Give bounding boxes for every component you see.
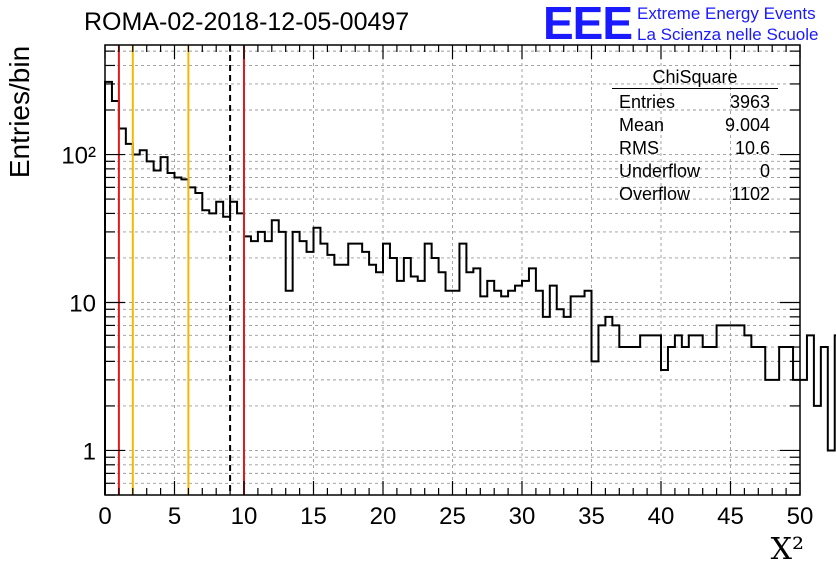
stats-row: Entries 3963	[612, 91, 778, 114]
x-axis-label: X²	[770, 532, 804, 567]
x-tick-label: 40	[648, 503, 675, 530]
stats-label: Entries	[619, 92, 676, 112]
x-tick-label: 45	[717, 503, 744, 530]
x-tick-label: 10	[231, 503, 258, 530]
chart-title: ROMA-02-2018-12-05-00497	[84, 8, 410, 36]
stats-value: 9.004	[724, 115, 770, 135]
y-tick-label: 10²	[61, 143, 96, 170]
stats-label: Underflow	[619, 161, 701, 181]
logo-line-2: La Scienza nelle Scuole	[637, 25, 819, 44]
stats-value: 0	[759, 161, 770, 181]
x-tick-label: 20	[370, 503, 397, 530]
stats-row: Underflow 0	[612, 160, 778, 183]
x-tick-label: 50	[787, 503, 814, 530]
stats-value: 3963	[729, 92, 770, 112]
stats-box: ChiSquare Entries 3963 Mean 9.004 RMS 10…	[612, 67, 778, 206]
stats-row: Mean 9.004	[612, 114, 778, 137]
stats-row: RMS 10.6	[612, 137, 778, 160]
stats-value: 10.6	[734, 138, 770, 158]
stats-value: 1102	[731, 184, 770, 204]
x-tick-label: 25	[439, 503, 466, 530]
x-tick-label: 15	[300, 503, 327, 530]
x-tick-label: 30	[509, 503, 536, 530]
eee-logo: EEE	[543, 0, 633, 49]
stats-label: Overflow	[619, 184, 691, 204]
stats-label: Mean	[619, 115, 665, 135]
y-axis-label: Entries/bin	[4, 45, 35, 179]
stats-label: RMS	[619, 138, 659, 158]
stats-title: ChiSquare	[612, 67, 778, 89]
logo-line-1: Extreme Energy Events	[637, 4, 816, 23]
y-tick-label: 1	[83, 438, 96, 465]
y-tick-label: 10	[69, 291, 96, 318]
x-tick-label: 5	[168, 503, 181, 530]
stats-row: Overflow 1102	[612, 183, 778, 206]
x-tick-label: 35	[578, 503, 605, 530]
x-tick-label: 0	[98, 503, 111, 530]
